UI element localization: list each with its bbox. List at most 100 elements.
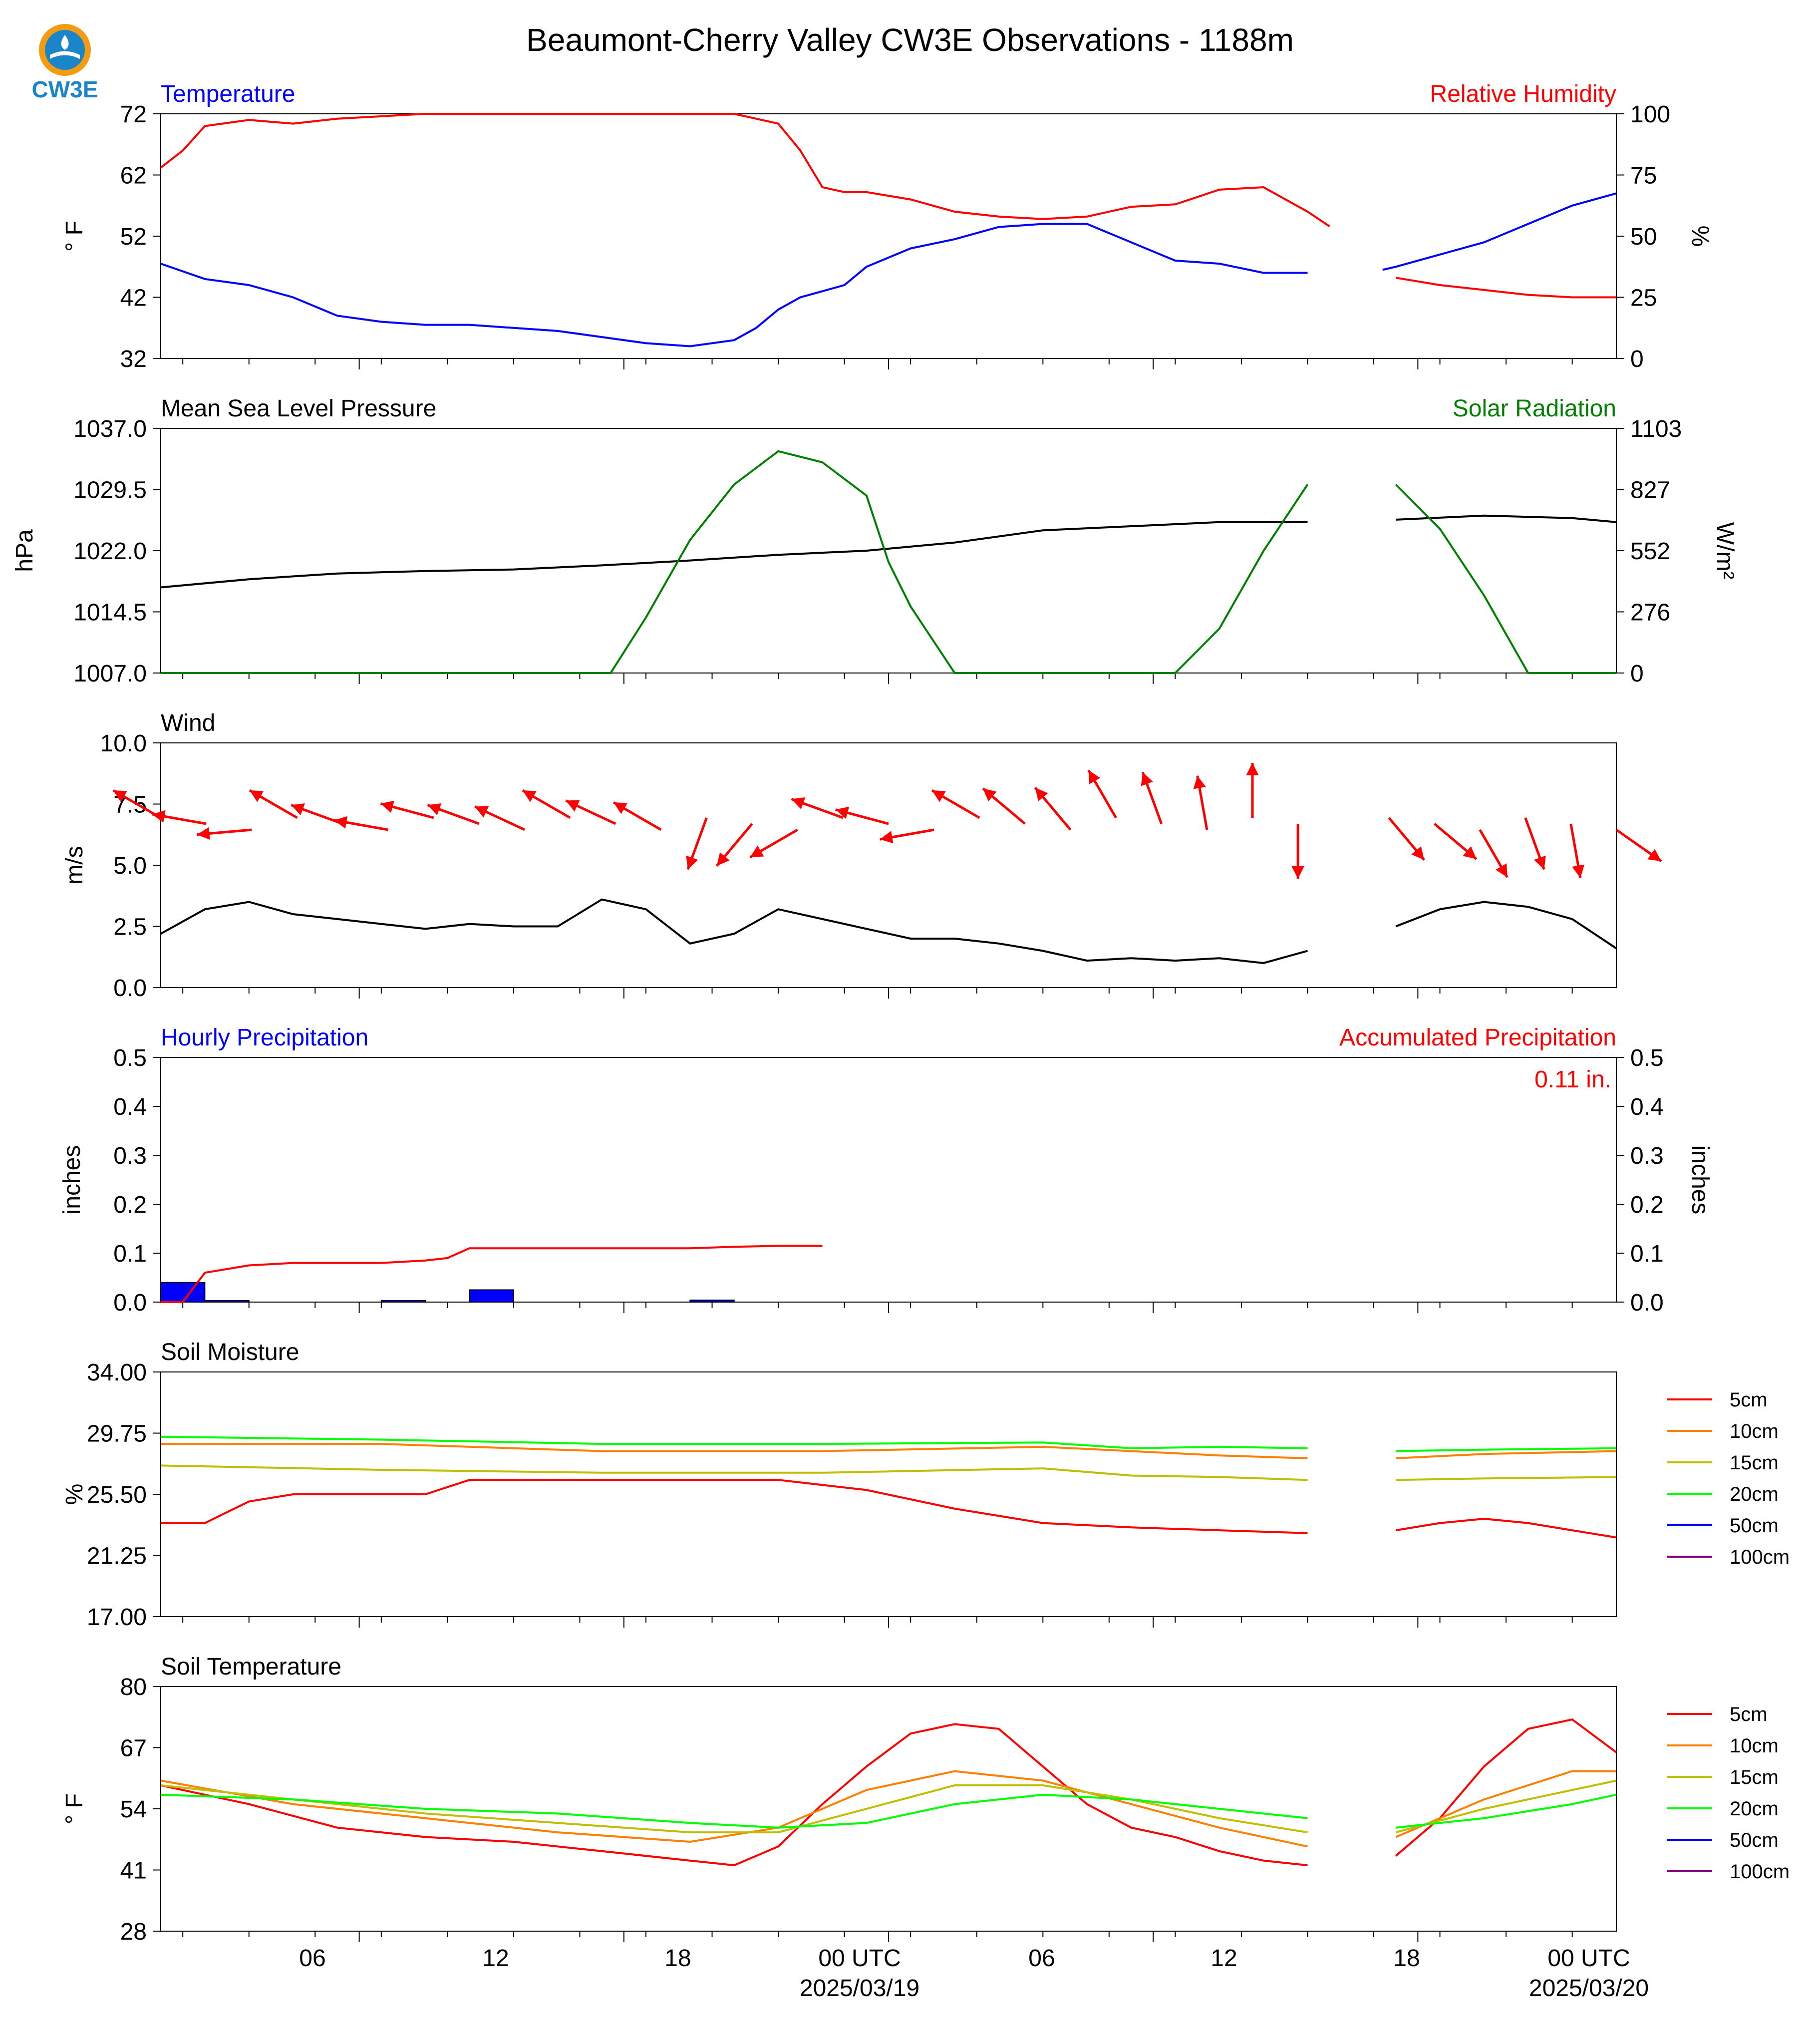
y-axis-label-left: m/s	[61, 846, 88, 884]
series-line-Relative Humidity	[1395, 277, 1616, 299]
x-tick-label: 00 UTC	[818, 1945, 901, 1972]
x-axis-labels: 06 12 18 00 UTC 06 12 18 00 UTC 2025/03/19 2025/0…	[299, 1945, 1649, 2002]
wind-arrow-head	[716, 852, 730, 866]
y-tick-label-right: 1103	[1630, 416, 1682, 442]
y-tick-label-left: 41	[120, 1858, 147, 1884]
y-tick-label-right: 25	[1630, 285, 1657, 312]
series-line-5cm	[1395, 1517, 1617, 1539]
series-line-20cm	[160, 1435, 1308, 1449]
x-tick-label: 12	[1211, 1945, 1237, 1972]
y-tick-label-left: 0.5	[113, 1045, 147, 1071]
y-tick-label-left: 52	[120, 224, 147, 250]
panel-title-left: Mean Sea Level Pressure	[161, 395, 436, 422]
series-line-Solar Radiation	[1395, 483, 1616, 674]
legend-label-15cm: 15cm	[1730, 1452, 1779, 1474]
legend-label-10cm: 10cm	[1730, 1735, 1779, 1757]
legend-label-15cm: 15cm	[1730, 1766, 1779, 1788]
y-tick-label-right: 552	[1630, 538, 1670, 565]
precip-bar	[689, 1300, 735, 1303]
legend-label-20cm: 20cm	[1730, 1483, 1779, 1505]
series-line-Temperature	[1382, 192, 1617, 271]
wind-arrow-head	[427, 803, 442, 815]
y-axis-label-left: ° F	[61, 1793, 88, 1824]
y-tick-label-left: 0.4	[113, 1094, 147, 1120]
y-axis-label-left: %	[61, 1484, 88, 1505]
y-tick-label-right: 0	[1630, 661, 1644, 687]
y-axis-label-right: inches	[1687, 1145, 1713, 1215]
wind-arrow-head	[522, 790, 537, 802]
y-tick-label-left: 0.1	[113, 1241, 147, 1267]
wind-arrow-head	[613, 802, 628, 814]
y-tick-label-right: 100	[1630, 101, 1670, 128]
y-tick-label-left: 10.0	[100, 730, 147, 757]
series-line-5cm	[161, 1479, 1308, 1534]
wind-arrow-head	[1291, 866, 1304, 879]
y-tick-label-right: 276	[1630, 600, 1670, 626]
series-line-5cm	[160, 1723, 1308, 1867]
series-line-Temperature	[160, 223, 1308, 347]
y-tick-label-left: 34.00	[87, 1359, 147, 1386]
series-line-15cm	[1396, 1476, 1617, 1481]
y-tick-label-right: 0.4	[1630, 1094, 1664, 1120]
x-tick-label: 12	[482, 1945, 509, 1972]
precip-total-annotation: 0.11 in.	[1534, 1066, 1611, 1093]
legend-label-5cm: 5cm	[1730, 1389, 1768, 1411]
panel-title-left: Temperature	[161, 81, 295, 107]
wind-arrow-head	[791, 797, 806, 809]
cw3e-logo-icon	[39, 24, 91, 76]
y-axis-label-left: hPa	[11, 529, 38, 572]
y-tick-label-left: 1014.5	[73, 600, 147, 626]
y-tick-label-right: 827	[1630, 477, 1670, 504]
series-line-Mean Sea Level Pressure	[160, 521, 1308, 589]
panels: Temperature Relative Humidity 72 62 52 42 32 ° …	[11, 81, 1790, 1945]
precip-bar	[204, 1300, 250, 1303]
y-tick-label-left: 1037.0	[73, 416, 147, 442]
series-line-15cm	[160, 1784, 1308, 1834]
legend-label-50cm: 50cm	[1730, 1829, 1779, 1851]
panel-title-left: Soil Temperature	[161, 1654, 341, 1680]
wind-arrow-head	[197, 827, 210, 840]
x-tick-label: 06	[299, 1945, 325, 1972]
series-line-20cm	[1396, 1447, 1617, 1452]
wind-arrow-head	[931, 790, 946, 802]
figure-title: Beaumont-Cherry Valley CW3E Observations…	[526, 22, 1294, 58]
y-tick-label-left: 62	[120, 163, 147, 189]
series-line-10cm	[1395, 1770, 1616, 1838]
y-tick-label-right: 0	[1630, 346, 1644, 372]
legend-label-100cm: 100cm	[1730, 1861, 1790, 1883]
y-tick-label-left: 42	[120, 285, 147, 312]
y-tick-label-left: 80	[120, 1674, 147, 1700]
wind-arrow-head	[1496, 863, 1508, 878]
x-tick-label: 18	[664, 1945, 691, 1972]
panel-title-right: Relative Humidity	[1430, 81, 1616, 107]
series-line-20cm	[1395, 1793, 1617, 1829]
series-line-Solar Radiation	[161, 450, 1309, 674]
legend-label-10cm: 10cm	[1730, 1420, 1779, 1442]
wind-arrow-head	[835, 806, 850, 819]
y-tick-label-left: 28	[120, 1919, 147, 1945]
wind-arrow-head	[1647, 849, 1662, 862]
series-line-Relative Humidity	[160, 113, 1330, 228]
panel-title-left: Hourly Precipitation	[161, 1024, 368, 1051]
wind-arrow-head	[113, 790, 127, 802]
wind-arrow-head	[1411, 846, 1425, 860]
plot-frame	[160, 742, 1617, 988]
y-tick-label-right: 0.1	[1630, 1241, 1664, 1267]
wind-arrow-head	[1035, 787, 1048, 802]
series-line-Wind	[160, 898, 1308, 965]
y-tick-label-left: 29.75	[87, 1421, 147, 1447]
series-line-15cm	[160, 1464, 1308, 1481]
series-line-10cm	[160, 1770, 1308, 1848]
plot-frame	[160, 428, 1617, 674]
y-tick-label-left: 17.00	[87, 1604, 147, 1631]
panel-title-left: Wind	[161, 710, 215, 736]
x-tick-label: 18	[1393, 1945, 1420, 1972]
wind-arrow-head	[566, 800, 580, 812]
x-date-label: 2025/03/20	[1529, 1975, 1649, 2002]
y-tick-label-left: 0.3	[113, 1143, 147, 1169]
series-line-10cm	[1396, 1450, 1617, 1459]
wind-arrow-head	[1246, 763, 1259, 775]
panel-temp_rh: Temperature Relative Humidity 72 62 52 42 32 ° …	[61, 81, 1713, 372]
